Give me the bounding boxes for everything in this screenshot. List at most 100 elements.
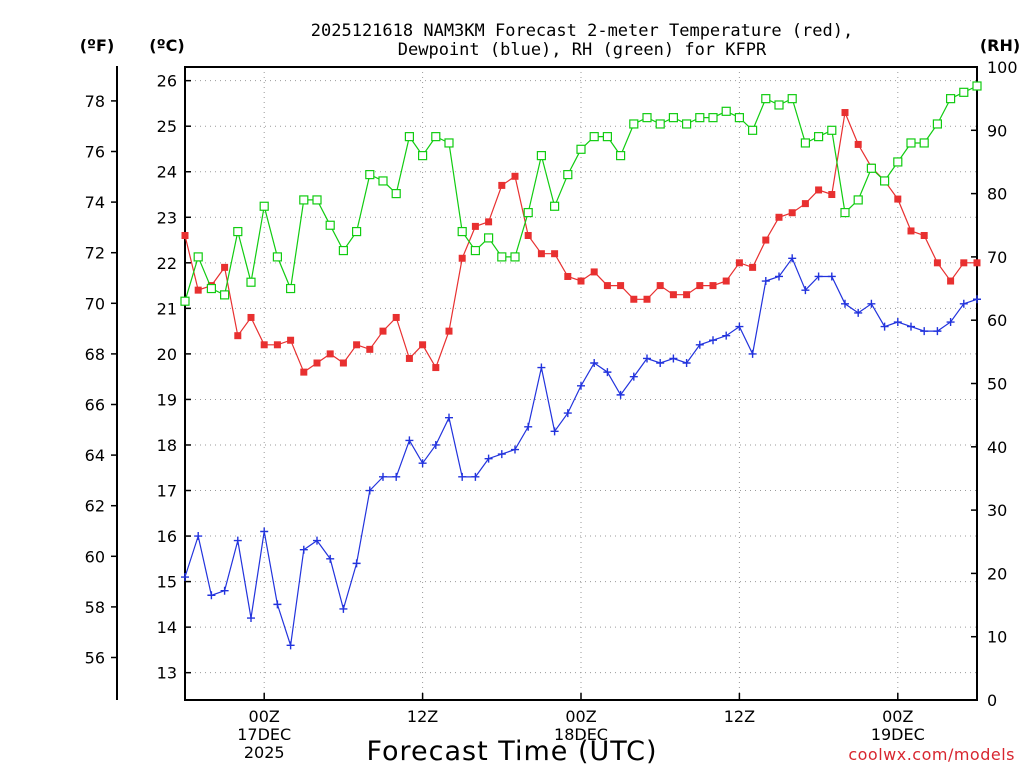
chart-title: 2025121618 NAM3KM Forecast 2-meter Tempe… bbox=[311, 21, 853, 60]
dewpoint-point bbox=[233, 536, 242, 545]
dewpoint-point bbox=[735, 322, 744, 331]
temperature-point bbox=[564, 272, 572, 280]
rh-tick-label: 100 bbox=[987, 58, 1018, 77]
rh-point bbox=[206, 283, 216, 294]
chart-axes bbox=[116, 66, 978, 701]
dewpoint-point bbox=[656, 359, 665, 368]
dewpoint-point bbox=[669, 354, 678, 363]
dewpoint-point bbox=[458, 472, 467, 481]
dewpoint-point bbox=[880, 322, 889, 331]
dewpoint-point bbox=[748, 349, 757, 358]
temperature-point bbox=[551, 250, 559, 258]
temperature-point bbox=[722, 277, 730, 285]
rh-point bbox=[800, 138, 811, 148]
temperature-point bbox=[260, 341, 268, 349]
rh-point bbox=[563, 170, 573, 180]
dewpoint-point bbox=[194, 532, 203, 541]
fahrenheit-tick-label: 64 bbox=[85, 446, 105, 465]
dewpoint-point bbox=[418, 459, 427, 468]
dewpoint-point bbox=[629, 372, 638, 381]
dewpoint-point bbox=[933, 327, 942, 336]
fahrenheit-tick-label: 56 bbox=[85, 648, 105, 667]
rh-tick-label: 0 bbox=[987, 691, 997, 710]
rh-point bbox=[246, 277, 256, 287]
temperature-point bbox=[445, 327, 453, 335]
rh-point bbox=[734, 113, 745, 123]
time-tick-label: 18DEC bbox=[554, 725, 608, 744]
temperature-point bbox=[947, 277, 955, 285]
dewpoint-point bbox=[207, 591, 216, 600]
rh-point bbox=[549, 201, 560, 211]
rh-point bbox=[589, 132, 599, 142]
rh-point bbox=[378, 176, 388, 186]
rh-point bbox=[418, 151, 428, 161]
temperature-point bbox=[973, 259, 981, 267]
rh-tick-label: 90 bbox=[987, 121, 1007, 140]
rh-point bbox=[959, 87, 969, 97]
temperature-point bbox=[379, 327, 387, 335]
dewpoint-point bbox=[286, 641, 295, 650]
rh-point bbox=[299, 195, 309, 205]
temperature-point bbox=[656, 282, 664, 290]
temperature-point bbox=[815, 186, 823, 194]
rh-point bbox=[259, 201, 269, 211]
temperature-point bbox=[247, 313, 255, 321]
rh-axis-label: (RH) bbox=[980, 36, 1020, 55]
dewpoint-point bbox=[801, 286, 810, 295]
dewpoint-point bbox=[920, 327, 929, 336]
rh-tick-label: 70 bbox=[987, 248, 1007, 267]
fahrenheit-axis-label: (ºF) bbox=[80, 36, 115, 55]
temperature-point bbox=[907, 227, 915, 235]
temperature-point bbox=[234, 332, 242, 340]
celsius-tick-label: 13 bbox=[157, 664, 177, 683]
celsius-tick-label: 21 bbox=[157, 299, 177, 318]
temperature-point bbox=[405, 354, 413, 362]
temperature-point bbox=[537, 250, 545, 258]
temperature-point bbox=[788, 209, 796, 217]
rh-point bbox=[404, 132, 414, 142]
dewpoint-point bbox=[893, 318, 902, 327]
temperature-point bbox=[419, 341, 427, 349]
dewpoint-point bbox=[603, 368, 612, 377]
rh-point bbox=[536, 151, 547, 161]
fahrenheit-tick-label: 60 bbox=[85, 547, 105, 566]
rh-point bbox=[840, 207, 850, 218]
dewpoint-point bbox=[405, 436, 414, 445]
time-tick-label: 2025 bbox=[244, 743, 285, 762]
dewpoint-point bbox=[827, 272, 836, 281]
temperature-point bbox=[392, 313, 400, 321]
temperature-point bbox=[735, 259, 743, 267]
rh-tick-label: 10 bbox=[987, 628, 1007, 647]
temperature-point bbox=[524, 231, 532, 239]
temperature-point bbox=[313, 359, 321, 367]
dewpoint-point bbox=[959, 299, 968, 308]
dewpoint-point bbox=[524, 422, 533, 431]
rh-point bbox=[708, 113, 718, 123]
fahrenheit-tick-label: 66 bbox=[85, 395, 105, 414]
rh-point bbox=[813, 132, 824, 142]
rh-point bbox=[602, 132, 613, 142]
temperature-point bbox=[458, 254, 466, 262]
rh-tick-label: 30 bbox=[987, 501, 1007, 520]
fahrenheit-tick-label: 72 bbox=[85, 244, 105, 263]
temperature-point bbox=[181, 231, 189, 239]
temperature-point bbox=[326, 350, 334, 358]
rh-point bbox=[761, 94, 771, 104]
dewpoint-point bbox=[497, 450, 506, 459]
temperature-point bbox=[432, 364, 440, 372]
celsius-tick-label: 20 bbox=[157, 345, 177, 364]
rh-point bbox=[233, 226, 243, 237]
rh-point bbox=[352, 226, 362, 237]
dewpoint-point bbox=[260, 527, 269, 536]
rh-point bbox=[325, 220, 335, 230]
rh-line bbox=[184, 85, 978, 302]
time-tick-label: 17DEC bbox=[237, 725, 291, 744]
temperature-point bbox=[590, 268, 598, 276]
celsius-tick-label: 15 bbox=[157, 573, 177, 592]
temperature-point bbox=[749, 263, 757, 271]
temperature-point bbox=[287, 336, 295, 344]
time-tick-label: 00Z bbox=[882, 707, 913, 726]
temperature-point bbox=[273, 341, 281, 349]
dewpoint-point bbox=[709, 336, 717, 345]
dewpoint-point bbox=[841, 299, 849, 308]
